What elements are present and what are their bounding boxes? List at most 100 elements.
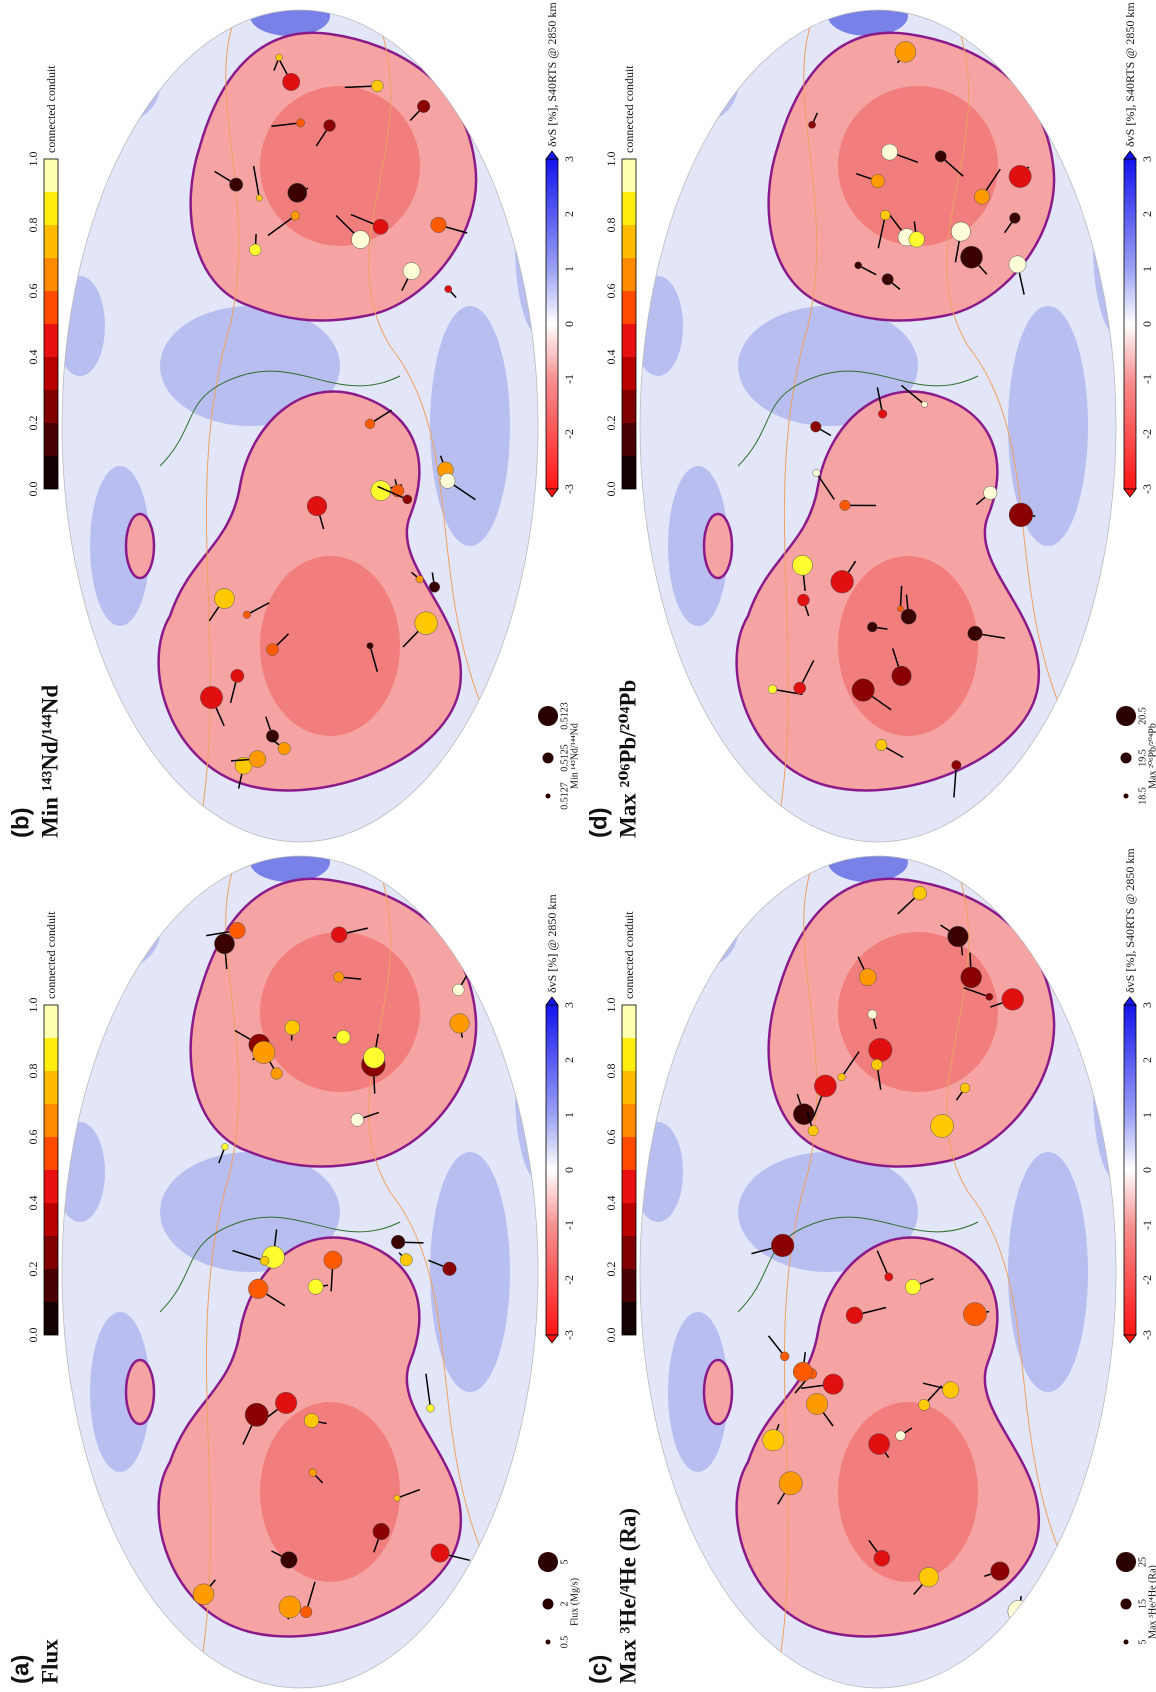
colorbar-tick-label: 0.0: [604, 1328, 618, 1343]
size-legend-value: 18.5: [1137, 787, 1148, 805]
hotspot: [282, 73, 301, 91]
hotspot: [278, 1595, 302, 1619]
hotspot: [370, 480, 391, 501]
velocity-fast-core: [828, 10, 908, 36]
hotspot: [792, 1361, 813, 1382]
velocity-fast: [62, 46, 160, 126]
slow-core: [838, 556, 978, 736]
map: [62, 856, 538, 1688]
hotspot: [767, 684, 778, 694]
hotspot: [810, 421, 822, 433]
colorbar-frame: [621, 1004, 637, 1336]
velocity-fast: [1068, 656, 1116, 796]
hotspot: [275, 1391, 298, 1414]
hotspot: [881, 143, 898, 161]
size-legend-value: 0.5127: [559, 782, 570, 810]
velocity-fast: [62, 1122, 105, 1222]
colorbar-segment: [622, 1070, 636, 1104]
hotspot: [839, 499, 851, 511]
colorbar-segment: [622, 1301, 636, 1335]
size-legend-value: 15: [1137, 1599, 1148, 1609]
colorbar-segment: [44, 257, 58, 291]
hotspot: [402, 262, 421, 280]
plate-boundary: [199, 10, 241, 827]
colorbar-segment: [622, 1103, 636, 1137]
colorbar-tick-label: -3: [562, 1330, 576, 1340]
hotspot: [951, 760, 962, 771]
velocity-fast-core: [828, 856, 908, 882]
hotspot: [417, 99, 431, 113]
colorbar-tick-label: 0.6: [26, 284, 40, 299]
hotspot: [270, 1067, 283, 1080]
hotspot: [372, 218, 389, 235]
colorbar-segment: [44, 224, 58, 258]
colorbar-tick-label: 0.8: [26, 218, 40, 233]
colorbar-tick-label: 1.0: [26, 998, 40, 1013]
colorbar-tick-label: 1.0: [26, 152, 40, 167]
coastline: [159, 1216, 401, 1313]
size-legend-value: 25: [1137, 1557, 1148, 1567]
hotspot: [300, 1605, 313, 1619]
colorbar-tick-label: 0.6: [604, 284, 618, 299]
size-legend-marker: [1116, 1552, 1136, 1572]
colorbar-tick-label: 3: [1140, 156, 1154, 162]
hotspot: [333, 971, 345, 983]
conduit-line: [963, 987, 990, 998]
hotspot: [897, 605, 904, 613]
panel: (b) Min ¹⁴³Nd/¹⁴⁴Nd0.00.20.40.60.81.0conn…: [7, 2, 580, 843]
hotspot: [284, 1019, 300, 1036]
colorbar-segment: [622, 1235, 636, 1269]
colorbar-tick-label: 2: [562, 1057, 576, 1063]
hotspot: [393, 1494, 401, 1502]
hotspot: [221, 1143, 229, 1151]
hotspot: [414, 611, 438, 635]
plate-boundary: [777, 856, 819, 1673]
map-frame: [639, 855, 1117, 1689]
velocity-fast: [490, 656, 538, 796]
size-legend-label: Min ¹⁴³Nd/¹⁴⁴Nd: [569, 723, 580, 789]
hotspot: [878, 409, 888, 419]
size-legend-value: 2: [559, 1602, 570, 1607]
panel: (a) Flux 0.0 0.2 0.4 0.6 0.8 1.0 connected condu…: [7, 855, 580, 1689]
velocity-fast: [640, 46, 738, 126]
hotspot: [452, 983, 465, 996]
hotspot: [930, 1114, 954, 1138]
colorbar-label: connected conduit: [44, 65, 58, 153]
colorbar-segment: [622, 422, 636, 456]
colorbar-segment: [44, 158, 58, 192]
size-legend-marker: [542, 1598, 554, 1610]
slow-core: [838, 86, 998, 246]
hotspot: [255, 194, 263, 202]
hotspot: [867, 1009, 878, 1020]
colorbar-segment: [622, 389, 636, 423]
colorbar-tick-label: 0.4: [604, 350, 618, 365]
hotspot: [444, 285, 453, 293]
colorbar-segment: [44, 290, 58, 324]
hotspot: [814, 1074, 837, 1098]
hotspot: [230, 669, 245, 683]
hotspot: [280, 1551, 298, 1569]
hotspot: [307, 1278, 324, 1295]
colorbar-tick-label: 1: [1140, 1112, 1154, 1118]
colorbar-extend: [1123, 488, 1137, 498]
hotspot: [792, 555, 813, 576]
size-legend-marker: [1116, 706, 1136, 726]
colorbar-tick-label: 0.4: [26, 1196, 40, 1211]
hotspot: [430, 216, 447, 233]
hotspot: [402, 494, 413, 505]
colorbar-tick-label: 1: [562, 266, 576, 272]
hotspot: [287, 182, 308, 203]
hotspot: [942, 1381, 960, 1399]
size-legend-label: Max ³He/⁴He (Ra): [1147, 1565, 1156, 1639]
velocity-fast: [640, 276, 683, 376]
conduit-line: [377, 485, 408, 501]
colorbar-segment: [44, 455, 58, 489]
colorbar-tick-label: 0.8: [604, 218, 618, 233]
hotspot: [371, 79, 384, 93]
hotspot: [947, 925, 969, 948]
colorbar-tick-label: 2: [562, 211, 576, 217]
hotspot: [290, 210, 301, 221]
velocity-fast-core: [250, 856, 330, 882]
colorbar-gradient: [545, 158, 559, 490]
colorbar-segment: [622, 290, 636, 324]
